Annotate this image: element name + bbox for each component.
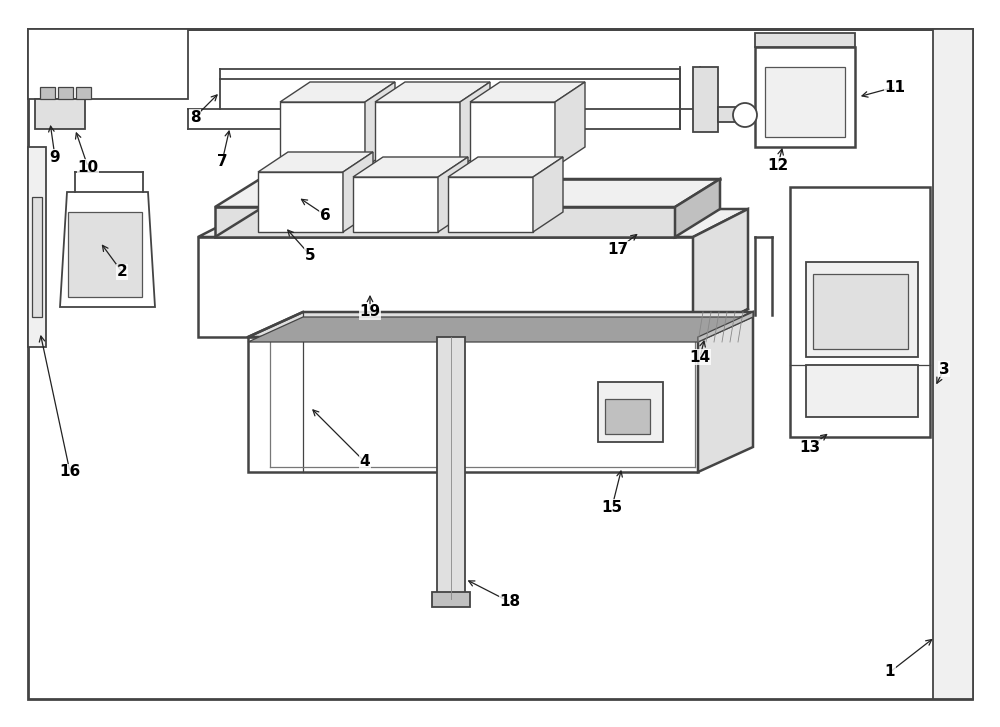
Polygon shape xyxy=(693,209,748,337)
Bar xyxy=(448,177,533,232)
Text: 10: 10 xyxy=(77,159,99,174)
Text: 1: 1 xyxy=(885,664,895,680)
Text: 4: 4 xyxy=(360,454,370,470)
Bar xyxy=(215,207,675,237)
Bar xyxy=(755,47,855,147)
Polygon shape xyxy=(215,179,720,207)
Text: 16: 16 xyxy=(59,465,81,480)
Polygon shape xyxy=(470,82,585,102)
Polygon shape xyxy=(353,157,468,177)
Bar xyxy=(813,274,908,349)
Bar xyxy=(40,87,55,99)
Bar xyxy=(76,87,91,99)
Polygon shape xyxy=(198,209,748,237)
Bar xyxy=(933,29,973,699)
Polygon shape xyxy=(258,152,373,172)
Bar xyxy=(58,87,73,99)
Bar xyxy=(68,212,142,297)
Text: 3: 3 xyxy=(939,361,949,377)
Text: 6: 6 xyxy=(320,207,330,222)
Circle shape xyxy=(733,103,757,127)
Bar xyxy=(280,102,365,167)
Text: 11: 11 xyxy=(885,79,906,95)
Polygon shape xyxy=(248,312,753,337)
Text: 14: 14 xyxy=(689,350,711,364)
Bar xyxy=(598,382,663,442)
Text: 8: 8 xyxy=(190,110,200,124)
Polygon shape xyxy=(365,82,395,167)
Bar xyxy=(28,147,46,347)
Bar xyxy=(198,237,693,337)
Text: 2: 2 xyxy=(117,265,127,279)
Bar xyxy=(693,67,718,132)
Polygon shape xyxy=(555,82,585,167)
Bar xyxy=(35,99,85,129)
Bar xyxy=(806,262,918,357)
Polygon shape xyxy=(438,157,468,232)
Bar xyxy=(718,107,753,122)
Bar xyxy=(765,67,845,137)
Bar xyxy=(437,337,465,599)
Bar xyxy=(432,592,470,607)
Polygon shape xyxy=(248,317,753,342)
Polygon shape xyxy=(343,152,373,232)
Text: 7: 7 xyxy=(217,155,227,169)
Polygon shape xyxy=(60,192,155,307)
Text: 13: 13 xyxy=(799,440,821,454)
Polygon shape xyxy=(698,312,753,342)
Polygon shape xyxy=(460,82,490,167)
Bar xyxy=(28,29,188,99)
Text: 19: 19 xyxy=(359,305,381,319)
Bar xyxy=(755,33,855,47)
Bar xyxy=(258,172,343,232)
Bar xyxy=(470,102,555,167)
Text: 5: 5 xyxy=(305,247,315,262)
Polygon shape xyxy=(698,312,753,472)
Text: 18: 18 xyxy=(499,595,521,609)
Polygon shape xyxy=(533,157,563,232)
Text: 17: 17 xyxy=(607,241,629,257)
Polygon shape xyxy=(675,179,720,237)
Polygon shape xyxy=(448,157,563,177)
Polygon shape xyxy=(280,82,395,102)
Text: 12: 12 xyxy=(767,158,789,172)
Bar xyxy=(806,365,918,417)
Text: 15: 15 xyxy=(601,499,623,515)
Bar xyxy=(375,102,460,167)
Bar xyxy=(248,337,698,472)
Bar xyxy=(790,187,930,437)
Polygon shape xyxy=(375,82,490,102)
Bar xyxy=(32,197,42,317)
Bar xyxy=(605,399,650,434)
Bar xyxy=(353,177,438,232)
Text: 9: 9 xyxy=(50,150,60,164)
